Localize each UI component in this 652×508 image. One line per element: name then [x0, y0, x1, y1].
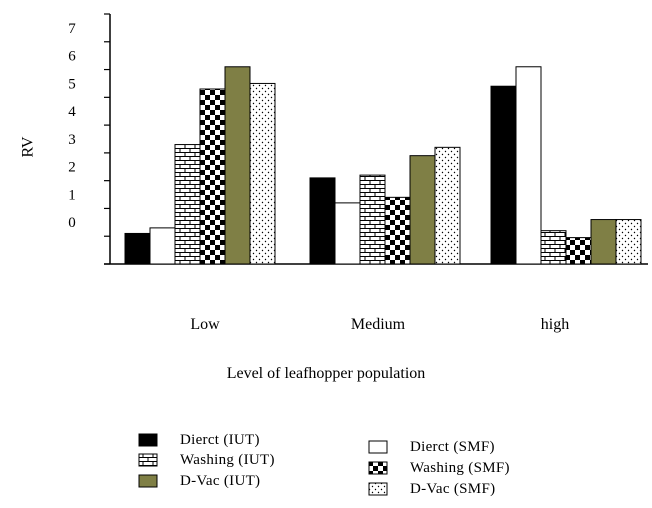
category-label-medium: Medium [350, 316, 406, 333]
bar-dierct-smf-low [149, 227, 176, 265]
y-tick-label: 0 [68, 215, 76, 231]
y-tick-label: 1 [68, 187, 76, 203]
legend-swatch [138, 453, 158, 467]
legend-label: D-Vac (IUT) [180, 473, 261, 489]
bar-washing-smf-medium [384, 196, 411, 265]
y-tick-label: 4 [68, 104, 76, 120]
y-axis-ticks: 0 1 2 3 4 5 6 7 [68, 13, 110, 265]
bar-d-vac-iut-high [590, 219, 617, 265]
legend-swatch [368, 482, 388, 496]
legend-label: Washing (IUT) [180, 452, 275, 468]
bar-dierct-smf-medium [334, 202, 361, 265]
bar-dierct-smf-high [515, 66, 542, 265]
category-label-high: high [540, 316, 570, 333]
y-tick-label: 3 [68, 132, 76, 148]
bar-d-vac-smf-medium [434, 146, 461, 265]
y-tick-label: 5 [68, 76, 76, 92]
legend-label: Washing (SMF) [410, 460, 510, 476]
bar-d-vac-smf-low [249, 82, 276, 265]
legend-label: Dierct (SMF) [410, 439, 495, 455]
bar-dierct-iut-medium [309, 177, 336, 265]
legend-swatch [138, 474, 158, 488]
y-tick-label: 6 [68, 49, 76, 65]
legend-label: Dierct (IUT) [180, 432, 260, 448]
legend-swatch [368, 440, 388, 454]
bar-washing-iut-medium [359, 174, 386, 265]
bar-dierct-iut-low [124, 232, 151, 265]
bars [124, 66, 642, 265]
x-axis-label: Level of leafhopper population [226, 365, 426, 382]
legend-swatch [368, 461, 388, 475]
legend-swatch [138, 433, 158, 447]
y-axis-label: RV [19, 136, 37, 158]
bar-d-vac-smf-high [615, 219, 642, 265]
category-label-low: Low [190, 316, 220, 333]
bar-washing-smf-high [565, 237, 592, 265]
bar-d-vac-iut-medium [409, 155, 436, 265]
bar-dierct-iut-high [490, 85, 517, 265]
y-tick-label: 7 [68, 21, 76, 37]
bar-d-vac-iut-low [224, 66, 251, 265]
y-tick-label: 2 [68, 160, 76, 176]
bar-washing-iut-high [540, 230, 567, 265]
bar-washing-iut-low [174, 144, 201, 265]
legend-label: D-Vac (SMF) [410, 481, 496, 497]
bar-washing-smf-low [199, 88, 226, 265]
